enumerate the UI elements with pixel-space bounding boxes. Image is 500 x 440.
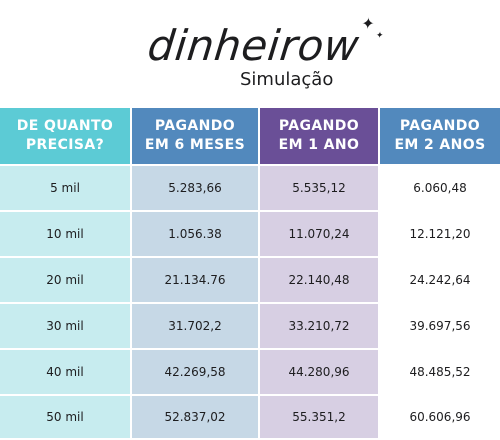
cell-6-months: 1.056.38 [132,212,260,258]
cell-2-years: 6.060,48 [380,166,500,212]
cell-2-years: 24.242,64 [380,258,500,304]
cell-amount: 10 mil [0,212,132,258]
sparkle-small-icon: ✦ [374,31,385,41]
cell-amount: 40 mil [0,350,132,396]
cell-2-years: 60.606,96 [380,396,500,440]
brand-header: dinheirow ✦ ✦ [0,14,500,70]
header-6-months: PAGANDO EM 6 MESES [132,108,260,166]
page-subtitle: Simulação [240,69,334,90]
cell-6-months: 42.269,58 [132,350,260,396]
cell-2-years: 39.697,56 [380,304,500,350]
sparkle-icon: ✦ [359,14,376,33]
cell-amount: 30 mil [0,304,132,350]
cell-amount: 20 mil [0,258,132,304]
cell-6-months: 31.702,2 [132,304,260,350]
cell-6-months: 5.283,66 [132,166,260,212]
brand-logo-text: dinheirow [145,21,362,70]
cell-1-year: 44.280,96 [260,350,380,396]
simulation-table: DE QUANTO PRECISA? PAGANDO EM 6 MESES PA… [0,108,500,440]
cell-2-years: 12.121,20 [380,212,500,258]
cell-1-year: 5.535,12 [260,166,380,212]
cell-amount: 5 mil [0,166,132,212]
cell-2-years: 48.485,52 [380,350,500,396]
header-2-years: PAGANDO EM 2 ANOS [380,108,500,166]
header-amount: DE QUANTO PRECISA? [0,108,132,166]
cell-6-months: 52.837,02 [132,396,260,440]
cell-1-year: 33.210,72 [260,304,380,350]
cell-1-year: 11.070,24 [260,212,380,258]
cell-1-year: 22.140,48 [260,258,380,304]
cell-1-year: 55.351,2 [260,396,380,440]
header-1-year: PAGANDO EM 1 ANO [260,108,380,166]
brand-logo: dinheirow ✦ ✦ [145,14,384,70]
cell-amount: 50 mil [0,396,132,440]
cell-6-months: 21.134.76 [132,258,260,304]
